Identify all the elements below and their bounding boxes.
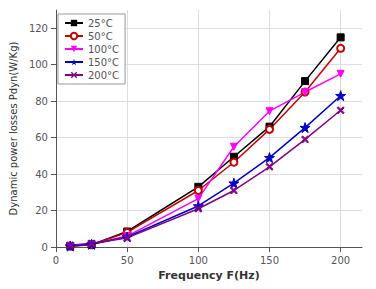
svg-text:40: 40 — [35, 169, 48, 180]
svg-text:100: 100 — [29, 59, 48, 70]
svg-text:0: 0 — [53, 255, 59, 266]
svg-text:200°C: 200°C — [88, 70, 119, 81]
svg-text:100: 100 — [189, 255, 208, 266]
svg-text:60: 60 — [35, 132, 48, 143]
svg-text:50: 50 — [121, 255, 134, 266]
svg-text:120: 120 — [29, 23, 48, 34]
svg-text:20: 20 — [35, 205, 48, 216]
svg-text:25°C: 25°C — [88, 18, 113, 29]
svg-text:0: 0 — [42, 242, 48, 253]
svg-text:200: 200 — [331, 255, 350, 266]
svg-text:80: 80 — [35, 96, 48, 107]
svg-text:Frequency F(Hz): Frequency F(Hz) — [158, 269, 259, 282]
svg-text:150: 150 — [260, 255, 279, 266]
svg-text:100°C: 100°C — [88, 44, 119, 55]
svg-text:150°C: 150°C — [88, 57, 119, 68]
svg-text:Dynamic power losses Pdyn(W/Kg: Dynamic power losses Pdyn(W/Kg) — [8, 41, 19, 215]
svg-text:50°C: 50°C — [88, 31, 113, 42]
